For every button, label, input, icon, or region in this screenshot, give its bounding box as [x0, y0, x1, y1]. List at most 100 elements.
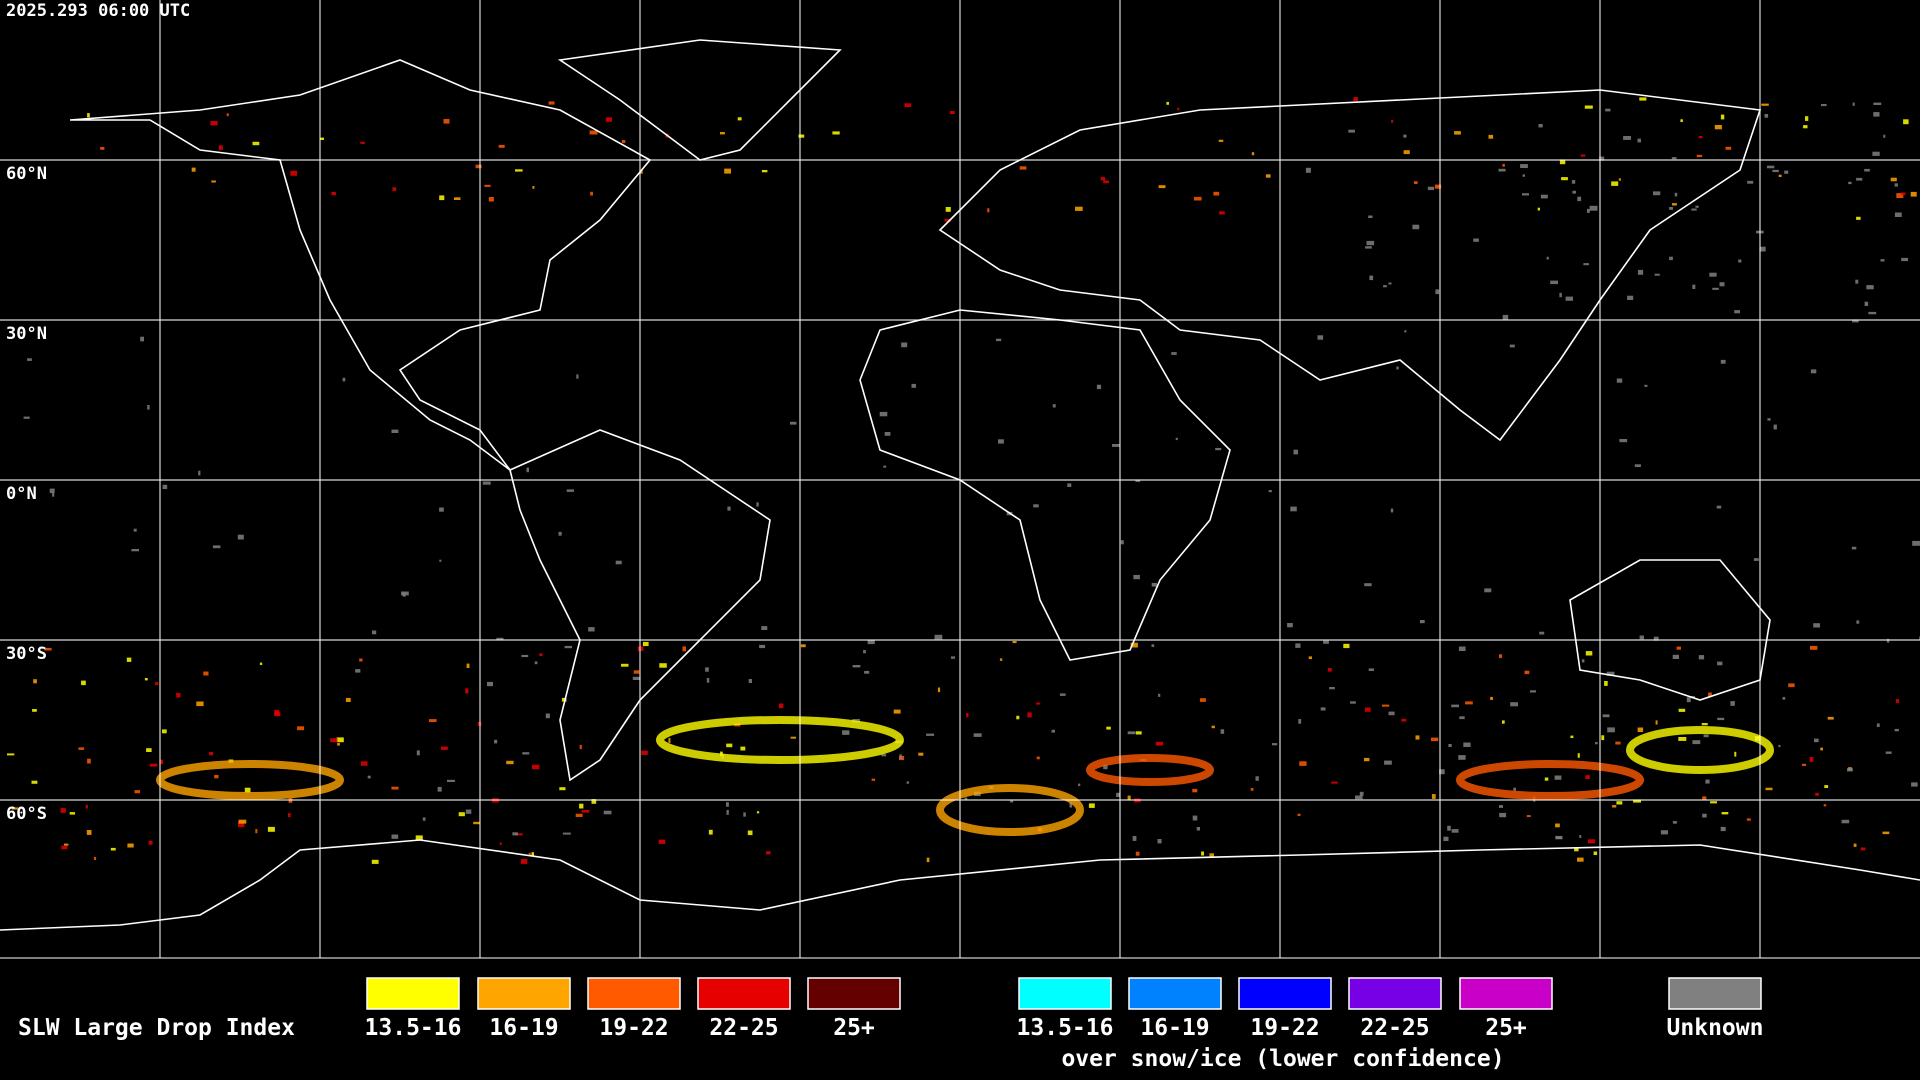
cloud-pixel	[1599, 156, 1605, 161]
cloud-pixel	[1268, 490, 1272, 493]
cloud-pixel	[926, 733, 935, 736]
cloud-pixel	[437, 786, 442, 792]
cloud-pixel	[659, 663, 667, 668]
cloud-pixel	[475, 164, 482, 169]
cloud-pixel	[1522, 193, 1529, 196]
cloud-pixel	[706, 678, 710, 683]
cloud-pixel	[1886, 638, 1890, 643]
cloud-pixel	[1427, 186, 1435, 191]
cloud-pixel	[1295, 643, 1301, 648]
cloud-pixel	[320, 137, 324, 140]
cloud-pixel	[1435, 289, 1440, 295]
cloud-pixel	[1544, 777, 1549, 781]
cloud-pixel	[1132, 836, 1137, 841]
cloud-pixel	[1890, 177, 1897, 182]
cloud-pixel	[934, 634, 943, 640]
cloud-pixel	[1343, 643, 1350, 649]
cloud-pixel	[966, 713, 969, 718]
legend-label: 13.5-16	[365, 1015, 462, 1041]
cloud-pixel	[539, 653, 543, 657]
cloud-pixel	[27, 358, 32, 361]
cloud-pixel	[342, 377, 346, 382]
cloud-pixel	[1710, 801, 1717, 804]
legend-title: SLW Large Drop Index	[18, 1015, 295, 1041]
cloud-pixel	[1674, 192, 1678, 197]
cloud-pixel	[1701, 723, 1708, 726]
legend-swatch	[1238, 977, 1332, 1010]
cloud-pixel	[944, 218, 952, 222]
cloud-pixel	[832, 131, 840, 135]
cloud-pixel	[748, 679, 752, 683]
cloud-pixel	[465, 688, 469, 694]
cloud-pixel	[1637, 269, 1644, 275]
cloud-pixel	[499, 842, 502, 845]
cloud-pixel	[1813, 623, 1820, 628]
cloud-pixel	[1537, 207, 1540, 211]
cloud-pixel	[588, 627, 595, 632]
cloud-pixel	[159, 759, 164, 765]
cloud-pixel	[1368, 215, 1373, 218]
cloud-pixel	[1155, 741, 1163, 746]
cloud-pixel	[1103, 180, 1110, 184]
cloud-pixel	[1588, 839, 1595, 844]
cloud-pixel	[1265, 174, 1271, 178]
cloud-pixel	[1297, 813, 1301, 816]
cloud-pixel	[621, 140, 626, 144]
cloud-pixel	[881, 754, 887, 757]
cloud-pixel	[1911, 782, 1918, 787]
cloud-pixel	[759, 644, 766, 649]
cloud-pixel	[1540, 194, 1548, 199]
cloud-pixel	[1151, 644, 1155, 647]
cloud-pixel	[705, 667, 709, 672]
cloud-pixel	[531, 852, 534, 856]
legend-swatch	[1128, 977, 1222, 1010]
latitude-label: 60°S	[6, 804, 47, 824]
graticule: 60°N 30°N 0°N 30°S 60°S	[0, 0, 1920, 958]
cloud-pixel	[1100, 177, 1106, 181]
cloud-pixel	[1473, 238, 1479, 242]
cloud-pixel	[1112, 444, 1120, 447]
cloud-pixel	[871, 778, 876, 781]
cloud-pixel	[290, 170, 298, 176]
cloud-pixel	[466, 663, 470, 668]
cloud-pixel	[1388, 282, 1392, 285]
cloud-pixel	[359, 658, 363, 662]
cloud-pixel	[360, 141, 365, 144]
cloud-pixel	[1717, 717, 1725, 721]
cloud-pixel	[1639, 635, 1644, 640]
cloud-pixel	[127, 843, 134, 848]
cloud-pixel	[1555, 836, 1563, 839]
cloud-pixel	[1412, 224, 1420, 230]
cloud-pixel	[1565, 296, 1573, 301]
cloud-pixel	[1513, 787, 1516, 791]
cloud-pixel	[1127, 795, 1131, 801]
cloud-pixel	[274, 712, 281, 717]
cloud-pixel	[274, 709, 280, 715]
cloud-pixel	[590, 191, 593, 196]
cloud-pixel	[1574, 847, 1579, 852]
cloud-pixel	[1778, 744, 1781, 748]
cloud-pixel	[1896, 193, 1904, 198]
cloud-pixel	[800, 644, 806, 648]
cloud-pixel	[1584, 105, 1593, 109]
cloud-pixel	[1419, 620, 1425, 624]
cloud-pixel	[531, 764, 540, 770]
legend-label: Unknown	[1667, 1015, 1764, 1041]
cloud-pixel	[473, 821, 480, 825]
cloud-pixel	[1209, 853, 1214, 858]
cloud-pixel	[330, 738, 338, 743]
cloud-pixel	[238, 819, 247, 824]
cloud-pixel	[1583, 263, 1589, 266]
cloud-pixel	[1778, 174, 1782, 177]
cloud-pixel	[1331, 781, 1338, 784]
cloud-pixel	[1158, 693, 1161, 697]
cloud-pixel	[1716, 505, 1722, 509]
cloud-pixel	[726, 802, 729, 807]
cloud-pixel	[1672, 203, 1677, 206]
cloud-pixel	[904, 103, 912, 108]
cloud-pixel	[1546, 256, 1549, 260]
cloud-pixel	[1219, 211, 1225, 215]
cloud-pixel	[708, 829, 713, 835]
cloud-pixel	[1388, 711, 1395, 716]
cloud-pixel	[69, 812, 75, 815]
